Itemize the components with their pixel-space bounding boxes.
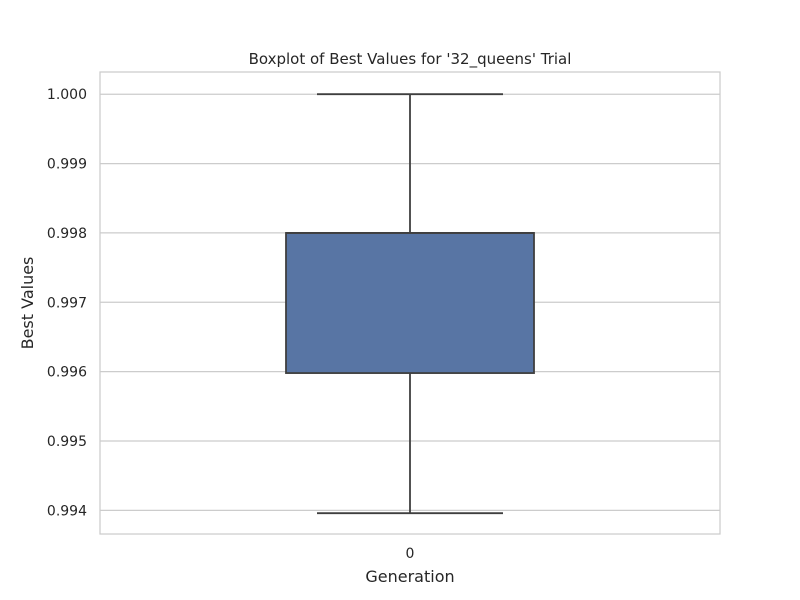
box-group [285,93,535,515]
x-axis-ticks: 0 [406,546,415,562]
y-tick-label: 0.999 [47,157,87,173]
y-axis-label: Best Values [18,257,37,350]
y-tick-label: 0.996 [47,365,87,381]
y-tick-label: 1.000 [47,87,87,103]
y-tick-label: 0.995 [47,434,87,450]
y-tick-label: 0.997 [47,295,87,311]
x-axis-label: Generation [365,567,454,586]
y-tick-label: 0.994 [47,503,87,519]
iqr-box [285,232,535,374]
plot-frame [99,71,721,535]
chart-title: Boxplot of Best Values for '32_queens' T… [249,50,572,69]
y-tick-label: 0.998 [47,226,87,242]
x-tick-label: 0 [406,546,415,562]
y-axis-ticks: 0.994 0.995 0.996 0.997 0.998 0.999 1.000 [47,87,87,519]
